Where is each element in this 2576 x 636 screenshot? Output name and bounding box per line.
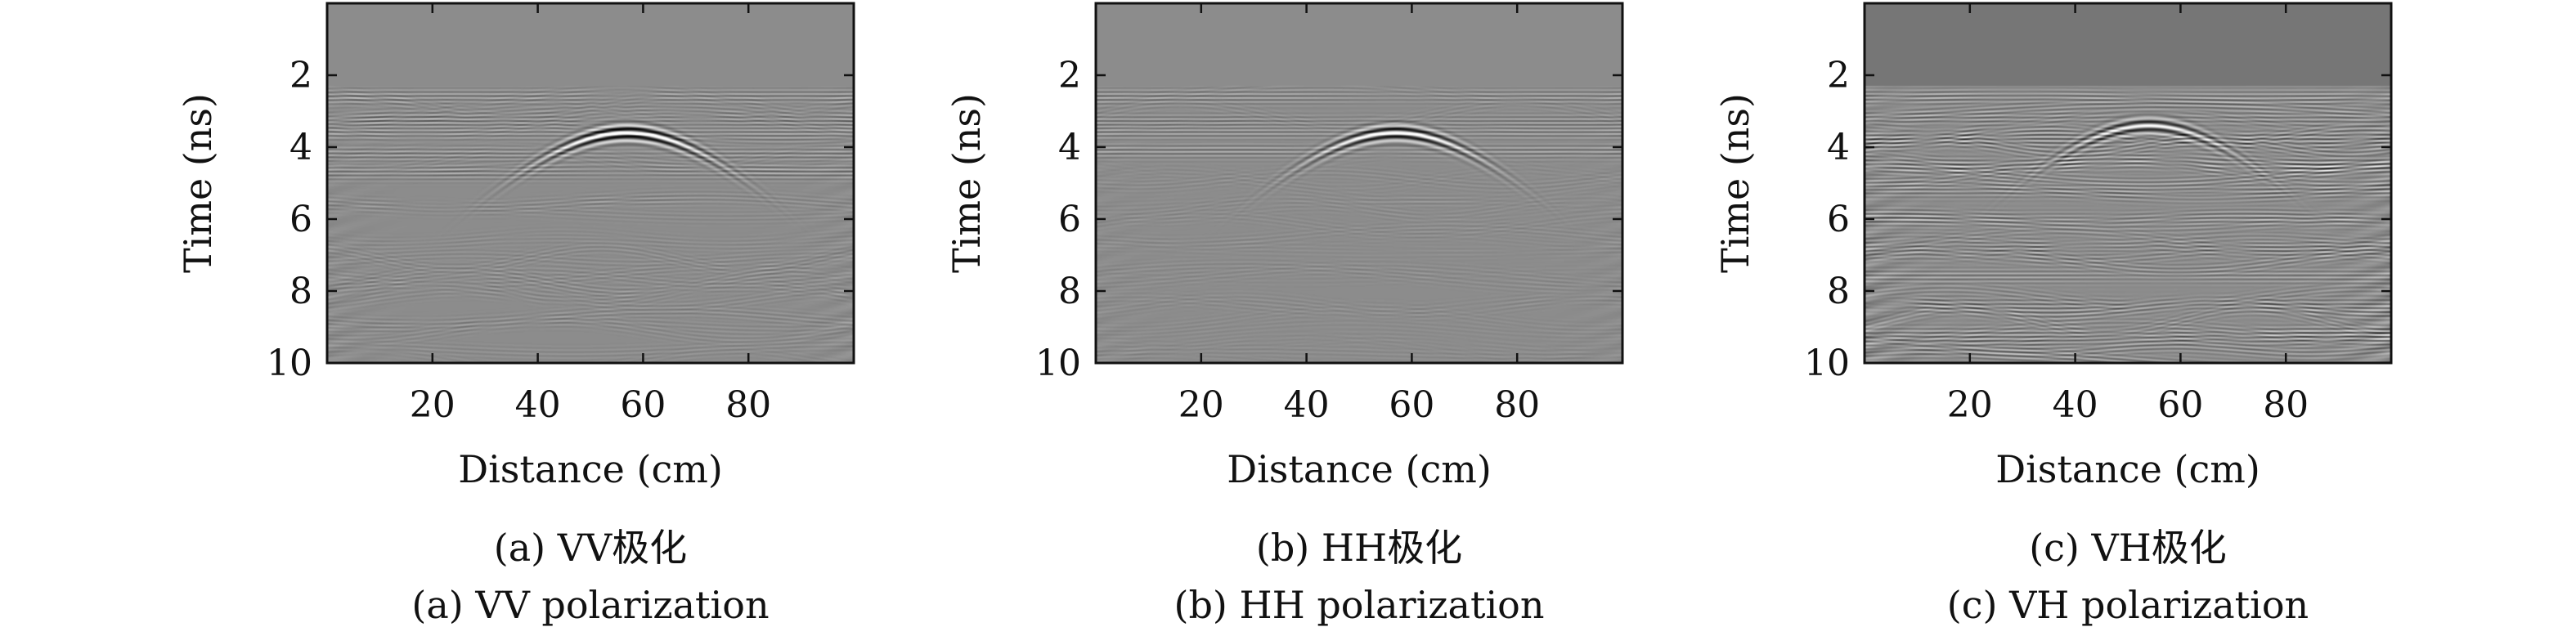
caption-chinese: (c) VH极化 bbox=[2029, 526, 2227, 570]
radargram-image-1 bbox=[327, 3, 854, 363]
panel-2: 20 40 60 80 2 4 6 8 10 Distance (cm) Time (ns) (b) … bbox=[945, 2, 1624, 627]
x-tick-label: 20 bbox=[1178, 384, 1224, 426]
y-tick-label: 10 bbox=[1804, 343, 1850, 384]
y-tick-label: 4 bbox=[1827, 127, 1850, 168]
y-tick-label: 6 bbox=[1827, 199, 1850, 240]
caption-english: (b) HH polarization bbox=[1174, 583, 1545, 627]
caption-english: (c) VH polarization bbox=[1947, 583, 2309, 627]
y-tick-label: 2 bbox=[1827, 55, 1850, 96]
x-tick-label: 40 bbox=[2053, 384, 2098, 426]
plot-frame-3 bbox=[1863, 2, 2393, 365]
radargram-image-3 bbox=[1865, 3, 2391, 363]
y-axis-label: Time (ns) bbox=[176, 93, 220, 273]
x-tick-label: 80 bbox=[2263, 384, 2309, 426]
x-tick-label: 20 bbox=[410, 384, 456, 426]
caption-chinese: (a) VV极化 bbox=[494, 526, 687, 570]
y-tick-label: 6 bbox=[289, 199, 312, 240]
y-tick-label: 2 bbox=[289, 55, 312, 96]
x-axis-label: Distance (cm) bbox=[458, 447, 723, 491]
x-axis-label: Distance (cm) bbox=[1227, 447, 1492, 491]
y-tick-label: 10 bbox=[267, 343, 312, 384]
panel-1: 20 40 60 80 2 4 6 8 10 Distance (cm) Time (ns) (a) … bbox=[176, 2, 855, 627]
x-tick-label: 60 bbox=[1389, 384, 1434, 426]
y-axis-label: Time (ns) bbox=[945, 93, 989, 273]
x-tick-label: 80 bbox=[1494, 384, 1540, 426]
caption-chinese: (b) HH极化 bbox=[1256, 526, 1462, 570]
x-tick-label: 20 bbox=[1947, 384, 1993, 426]
caption-english: (a) VV polarization bbox=[411, 583, 769, 627]
y-tick-label: 10 bbox=[1035, 343, 1081, 384]
x-tick-label: 40 bbox=[515, 384, 561, 426]
x-tick-label: 60 bbox=[2157, 384, 2203, 426]
x-tick-label: 40 bbox=[1284, 384, 1330, 426]
x-tick-label: 80 bbox=[725, 384, 771, 426]
y-tick-label: 6 bbox=[1058, 199, 1081, 240]
plot-frame-2 bbox=[1094, 2, 1624, 365]
x-axis-label: Distance (cm) bbox=[1995, 447, 2260, 491]
y-tick-label: 2 bbox=[1058, 55, 1081, 96]
y-tick-label: 8 bbox=[1827, 271, 1850, 312]
radargram-image-2 bbox=[1096, 3, 1622, 363]
x-tick-label: 60 bbox=[620, 384, 666, 426]
panel-3: 20 40 60 80 2 4 6 8 10 Distance (cm) Time (ns) (c) … bbox=[1713, 2, 2393, 627]
y-axis-label: Time (ns) bbox=[1713, 93, 1757, 273]
y-tick-label: 8 bbox=[1058, 271, 1081, 312]
y-tick-label: 8 bbox=[289, 271, 312, 312]
y-tick-label: 4 bbox=[289, 127, 312, 168]
plot-frame-1 bbox=[325, 2, 855, 365]
y-tick-label: 4 bbox=[1058, 127, 1081, 168]
